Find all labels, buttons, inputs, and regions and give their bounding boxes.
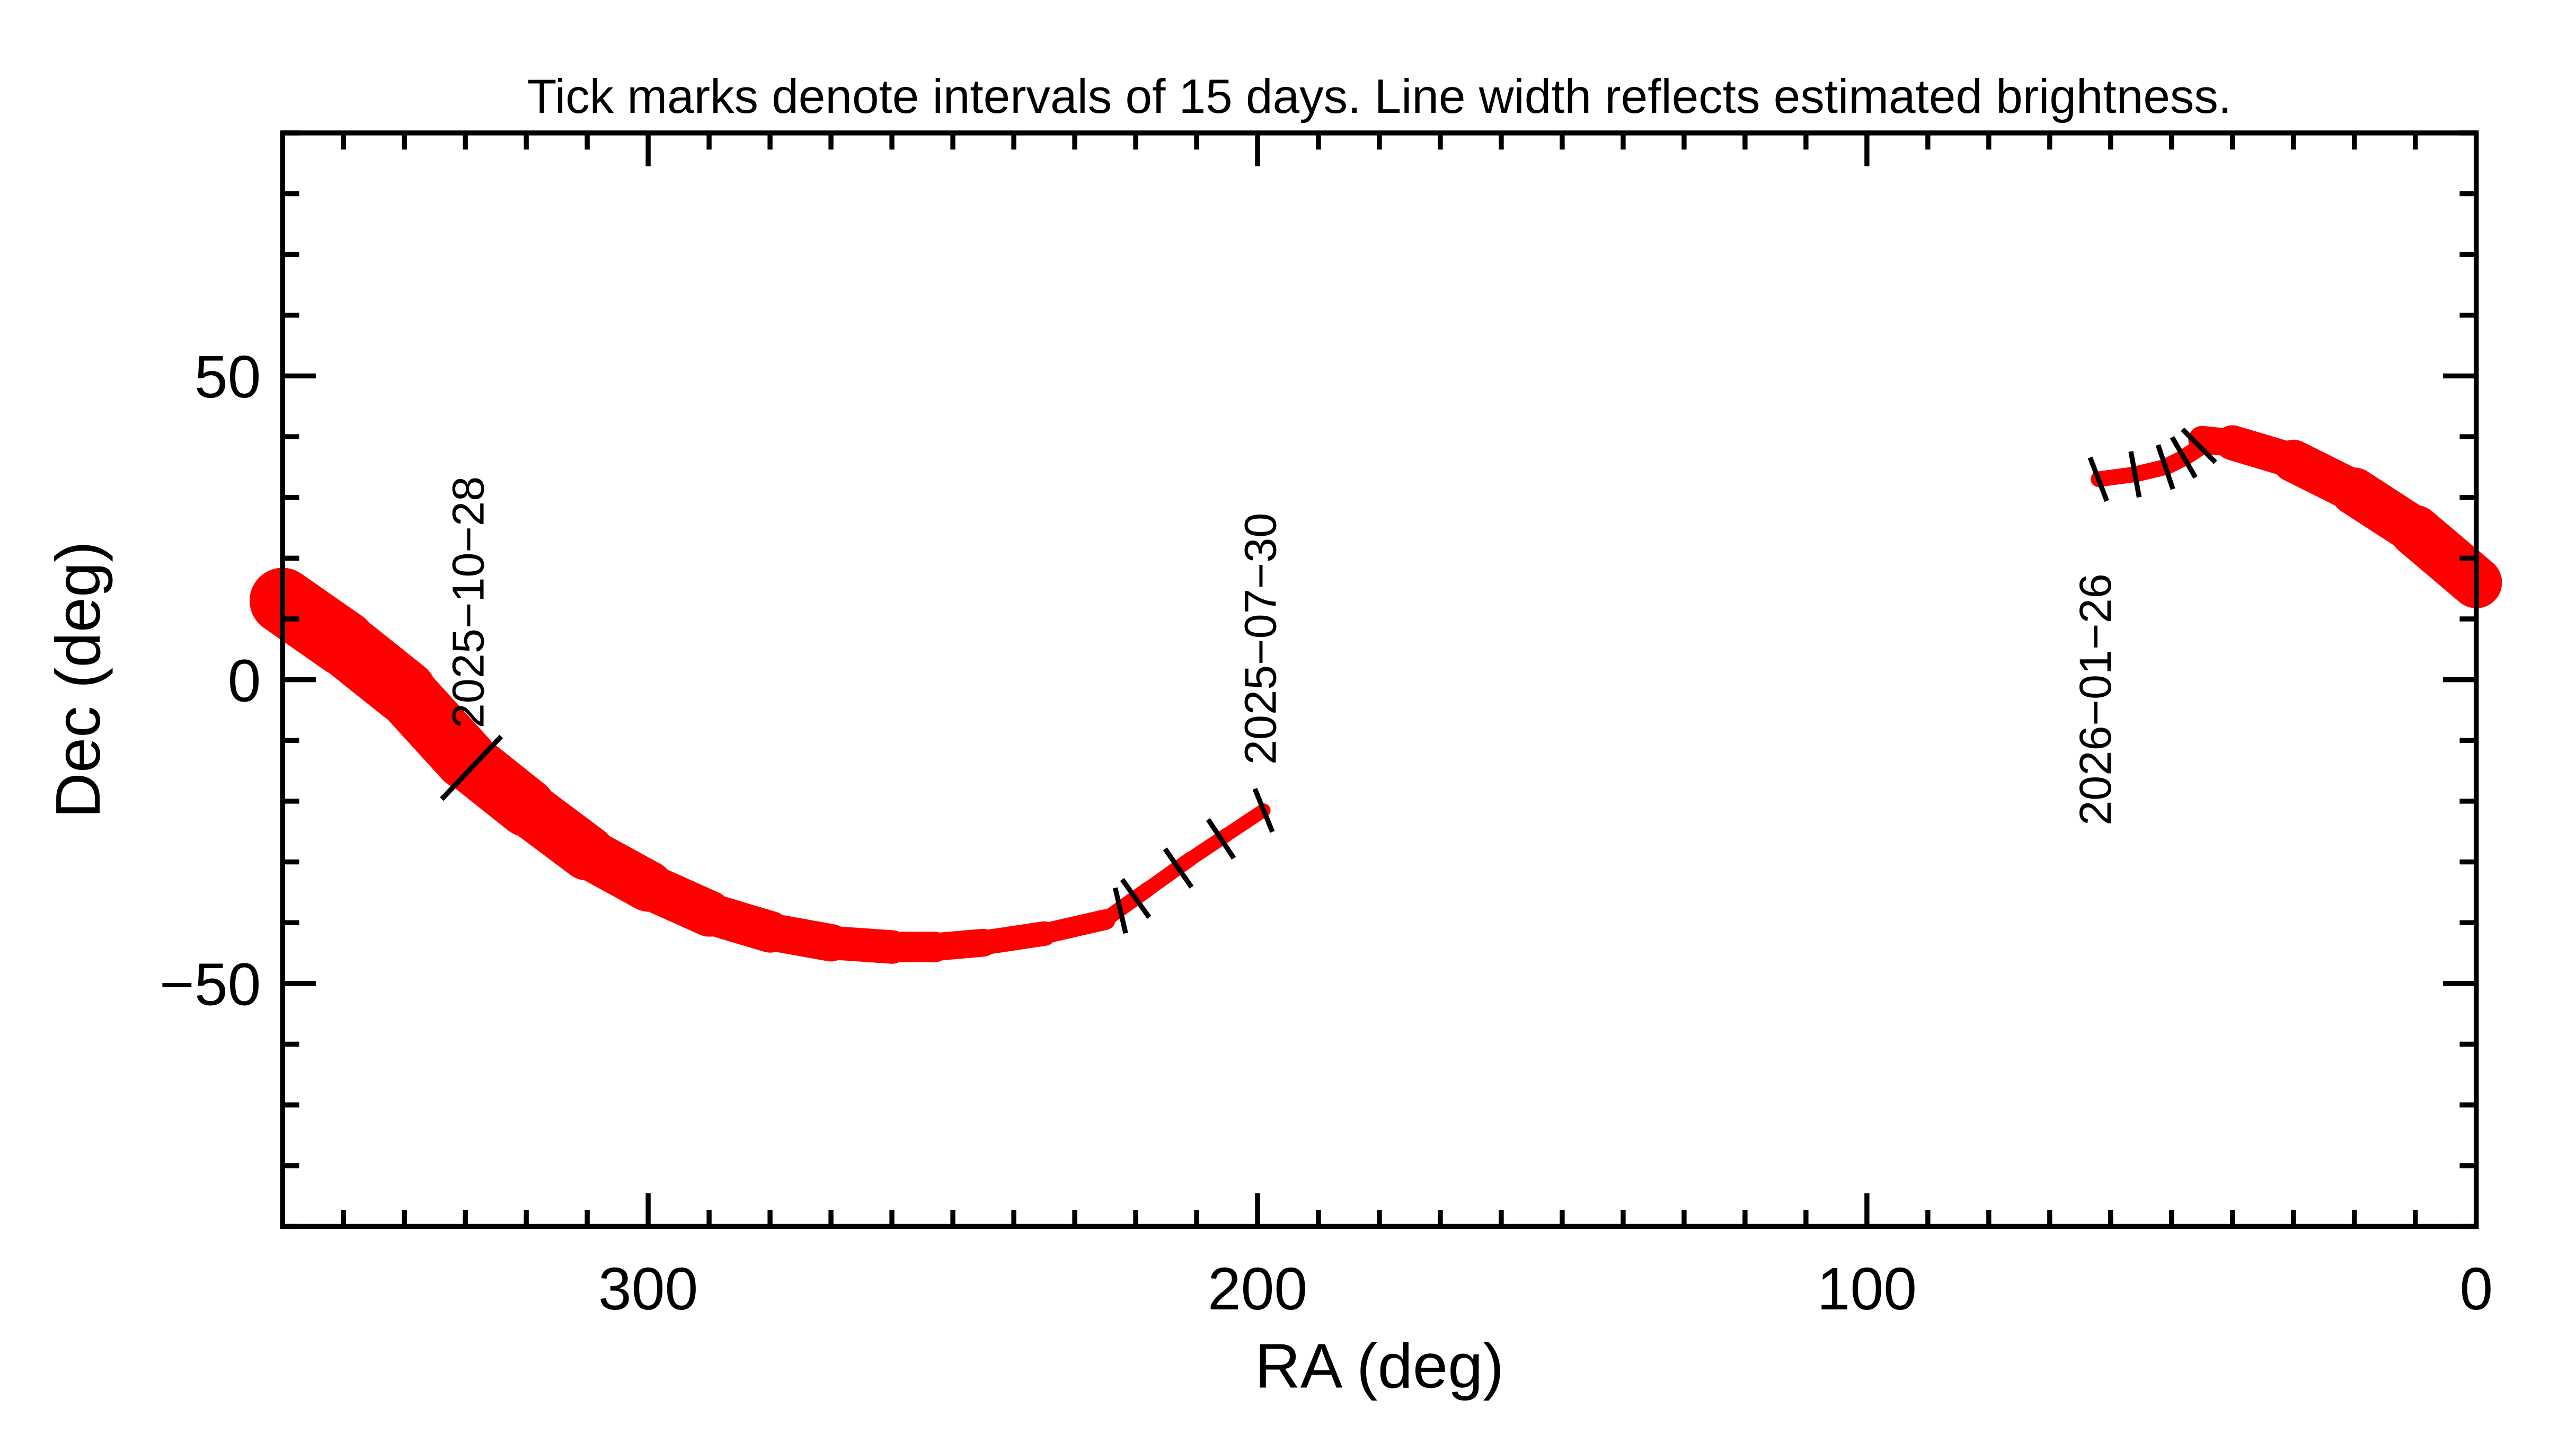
date-tick-mark [2128,451,2142,498]
y-axis-label: Dec (deg) [43,541,113,818]
date-tick-mark [2181,427,2217,464]
date-label: 2025−07−30 [1235,513,1286,765]
date-tick-mark [1112,887,1128,934]
y-tick-label: −50 [160,951,261,1018]
chart-title: Tick marks denote intervals of 15 days. … [527,70,2232,123]
plot-frame [280,130,2479,1229]
date-label: 2026−01−26 [2070,573,2120,826]
date-tick-mark [1206,818,1236,860]
y-tick-label: 50 [194,343,261,410]
date-tick-mark [1120,878,1152,919]
x-axis-label: RA (deg) [1255,1331,1504,1402]
x-tick-label: 300 [598,1255,698,1322]
track-line [1097,881,1156,927]
y-tick-label: 0 [228,647,261,714]
date-label: 2025−10−28 [443,476,493,729]
track-segment-3 [2188,425,2502,608]
date-tick-mark [440,734,503,801]
track-segment-0 [250,568,1116,964]
axes: 300 200 100 0 50 0 −50 [160,130,2493,1322]
date-tick-mark [1163,847,1194,889]
date-tick-mark [1252,787,1275,833]
track-line [1140,851,1198,897]
plot-marks: 2025−10−28 2025−07−30 2026−01−26 [250,425,2502,964]
track-line [1034,909,1116,944]
date-tick-mark [2155,444,2175,490]
x-tick-label: 0 [2459,1255,2493,1322]
track-line [1220,803,1271,842]
track-segment-1 [1097,803,1271,927]
date-tick-mark [2170,436,2198,479]
x-tick-label: 200 [1208,1255,1307,1322]
date-tick-mark [2087,456,2110,502]
x-tick-label: 100 [1817,1255,1917,1322]
track-line [2389,505,2502,608]
